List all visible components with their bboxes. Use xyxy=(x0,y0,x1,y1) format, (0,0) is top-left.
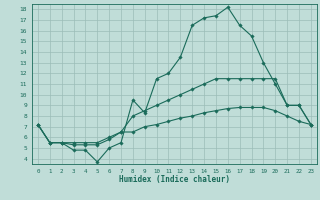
X-axis label: Humidex (Indice chaleur): Humidex (Indice chaleur) xyxy=(119,175,230,184)
